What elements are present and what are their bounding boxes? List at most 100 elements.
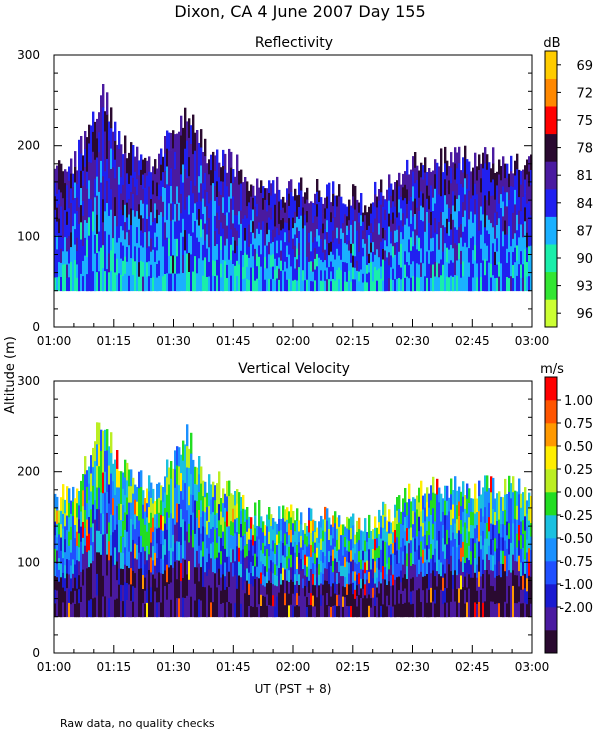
echo-cell [480, 521, 483, 536]
echo-cell [264, 233, 267, 246]
echo-cell [232, 576, 235, 590]
echo-cell [286, 245, 289, 257]
echo-cell [298, 194, 301, 207]
echo-cell [464, 161, 467, 179]
echo-cell [362, 597, 365, 608]
echo-cell [282, 249, 285, 260]
echo-cell [274, 574, 277, 586]
echo-cell [62, 498, 65, 514]
echo-cell [390, 207, 393, 220]
echo-cell [330, 586, 333, 597]
echo-cell [132, 493, 135, 509]
echo-cell [390, 183, 393, 196]
echo-cell [148, 601, 151, 618]
echo-cell [456, 504, 459, 520]
echo-cell [196, 201, 199, 220]
echo-cell [492, 195, 495, 212]
echo-cell [338, 267, 341, 280]
echo-cell [434, 521, 437, 536]
echo-cell [518, 570, 521, 587]
echo-cell [156, 587, 159, 603]
echo-cell [202, 213, 205, 230]
echo-cell [326, 580, 329, 593]
colorbar-swatch [545, 469, 557, 493]
echo-cell [482, 487, 485, 503]
echo-cell [392, 279, 395, 292]
echo-cell [224, 507, 227, 522]
echo-cell [466, 601, 469, 618]
echo-cell [412, 576, 415, 591]
echo-cell [228, 211, 231, 229]
echo-cell [166, 494, 169, 513]
echo-cell [138, 536, 141, 553]
echo-cell [418, 487, 421, 503]
echo-cell [230, 151, 233, 168]
echo-cell [92, 560, 95, 580]
echo-cell [342, 251, 345, 262]
echo-cell [374, 230, 377, 243]
echo-cell [304, 225, 307, 237]
echo-cell [352, 547, 355, 560]
echo-cell [442, 264, 445, 278]
echo-cell [272, 229, 275, 242]
echo-cell [154, 565, 157, 579]
echo-cell [56, 165, 59, 180]
echo-cell [462, 201, 465, 217]
echo-cell [340, 524, 343, 536]
echo-cell [380, 538, 383, 550]
echo-cell [88, 216, 91, 236]
echo-cell [242, 194, 245, 207]
echo-cell [332, 571, 335, 584]
echo-cell [172, 272, 175, 292]
echo-cell [112, 131, 115, 150]
echo-cell [370, 271, 373, 282]
echo-cell [186, 271, 189, 292]
echo-cell [474, 557, 477, 573]
echo-cell [112, 463, 115, 482]
echo-cell [492, 555, 495, 571]
echo-cell [440, 507, 443, 522]
echo-cell [144, 246, 147, 262]
echo-cell [298, 266, 301, 280]
echo-cell [452, 247, 455, 263]
echo-cell [516, 575, 519, 590]
echo-cell [278, 212, 281, 224]
echo-cell [280, 573, 283, 585]
echo-cell [86, 137, 89, 155]
echo-cell [238, 575, 241, 590]
echo-cell [320, 238, 323, 250]
echo-cell [472, 222, 475, 237]
echo-cell [238, 277, 241, 292]
echo-cell [188, 523, 191, 543]
echo-cell [454, 211, 457, 228]
echo-cell [142, 490, 145, 505]
echo-cell [310, 520, 313, 533]
echo-cell [428, 263, 431, 278]
echo-cell [352, 184, 355, 197]
echo-cell [152, 166, 155, 181]
echo-cell [394, 604, 397, 618]
echo-cell [62, 528, 65, 544]
echo-cell [370, 559, 373, 570]
echo-cell [306, 586, 309, 597]
echo-cell [434, 603, 437, 618]
echo-cell [164, 507, 167, 524]
echo-cell [494, 199, 497, 213]
echo-cell [166, 581, 169, 600]
echo-cell [124, 170, 127, 188]
echo-cell [520, 210, 523, 225]
echo-cell [516, 491, 519, 506]
echo-cell [472, 577, 475, 591]
echo-cell [66, 529, 69, 545]
echo-cell [432, 507, 435, 524]
echo-cell [292, 269, 295, 281]
echo-cell [514, 588, 517, 604]
echo-cell [452, 276, 455, 292]
echo-cell [392, 574, 395, 586]
echo-cell [176, 255, 179, 274]
echo-cell [512, 212, 515, 226]
echo-cell [66, 198, 69, 212]
echo-cell [396, 510, 399, 524]
echo-cell [236, 215, 239, 231]
echo-cell [330, 261, 333, 272]
